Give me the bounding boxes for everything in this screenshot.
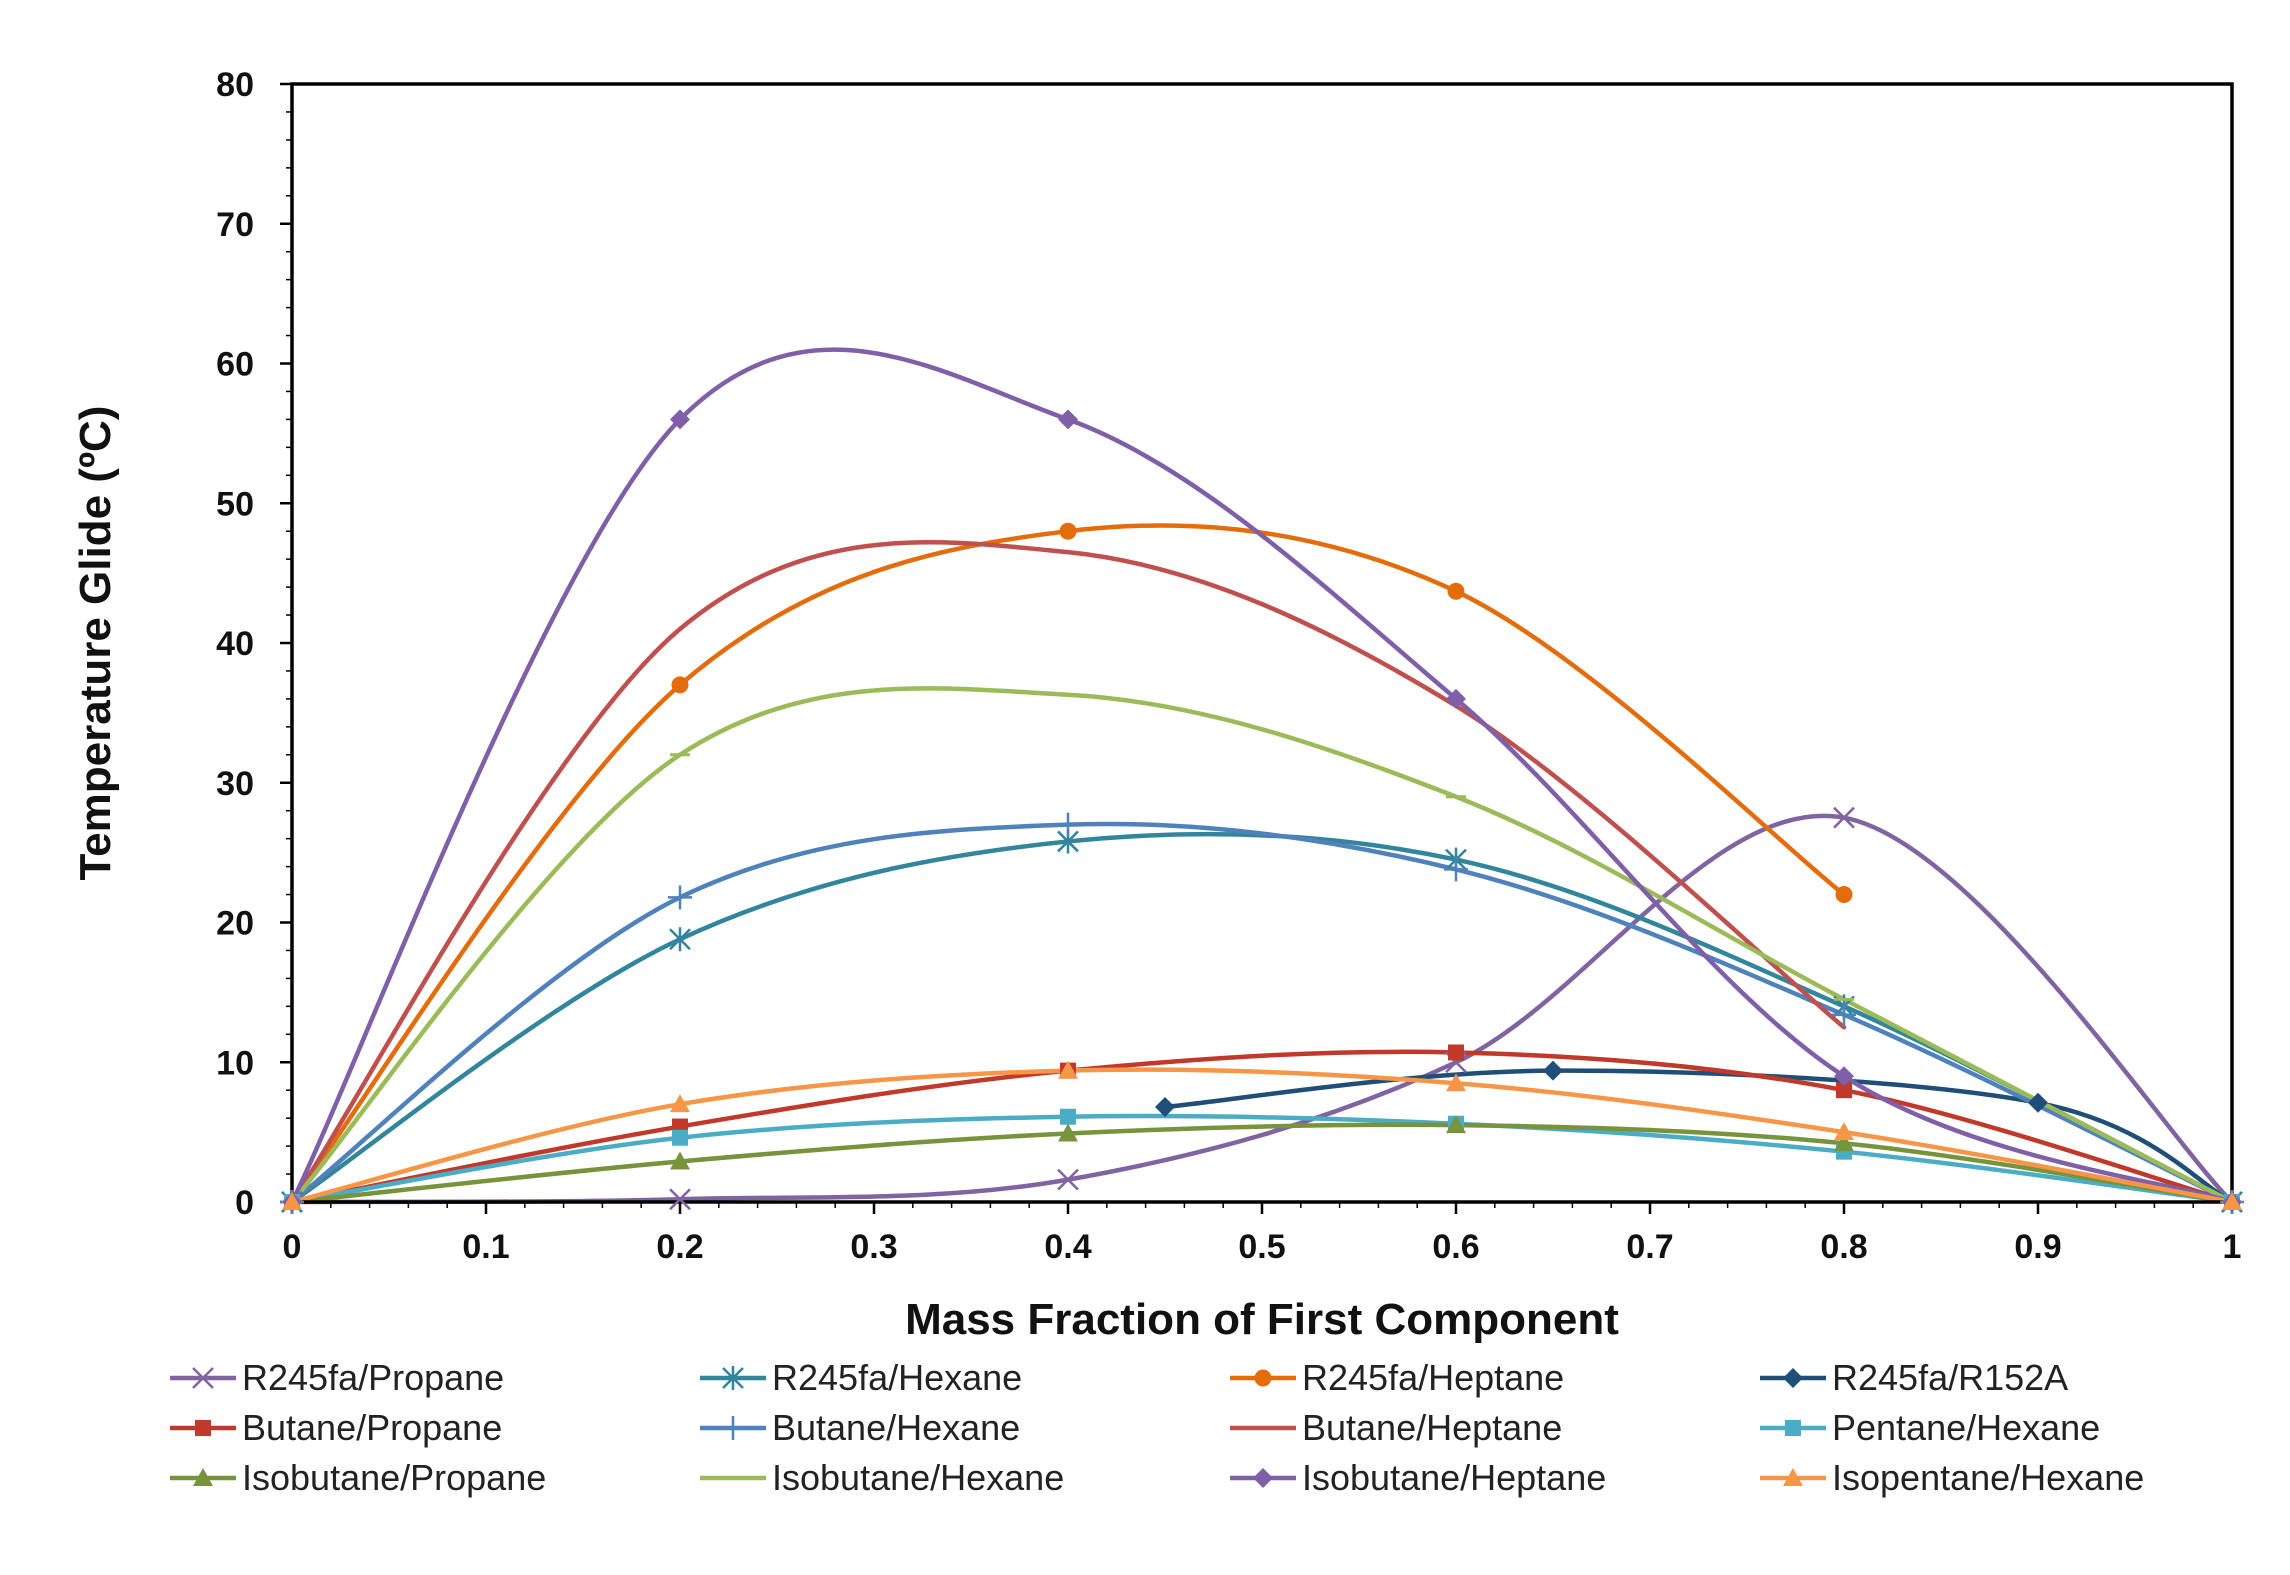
data-point-11	[1058, 1060, 1078, 1079]
data-point-0	[1833, 806, 1855, 829]
legend-swatch-marker	[195, 1420, 211, 1436]
data-point-4	[1836, 1082, 1852, 1099]
x-tick-label: 0.6	[1432, 1228, 1479, 1266]
series-line-9	[289, 686, 2235, 1205]
x-tick-label: 0.8	[1820, 1228, 1867, 1266]
data-point-0	[669, 1188, 691, 1211]
data-point-5	[1444, 857, 1468, 882]
axis-ticks	[280, 82, 2234, 1214]
series-line-8	[289, 1122, 2235, 1205]
legend-item-label: Butane/Heptane	[1302, 1407, 1562, 1448]
series-line-4	[289, 1049, 2235, 1205]
x-tick-label: 0	[283, 1228, 302, 1266]
y-tick-label: 70	[216, 206, 254, 244]
x-tick-label: 0.9	[2014, 1228, 2061, 1266]
y-tick-label: 20	[216, 905, 254, 943]
x-axis-title: Mass Fraction of First Component	[905, 1295, 1619, 1344]
x-tick-label: 0.1	[462, 1228, 509, 1266]
data-point-11	[2222, 1192, 2242, 1210]
data-point-3	[1155, 1096, 1175, 1117]
legend-item-label: R245fa/R152A	[1832, 1357, 2068, 1398]
series-line-10	[289, 347, 2235, 1205]
data-point-1	[669, 927, 691, 952]
legend: R245fa/Propane R245fa/Hexane R245fa/Heptan…	[170, 1357, 2144, 1498]
series-line-7	[289, 1113, 2235, 1205]
data-point-11	[282, 1192, 302, 1210]
y-tick-label: 0	[235, 1184, 254, 1222]
data-point-4	[1448, 1044, 1464, 1061]
data-point-5	[1056, 812, 1080, 837]
data-point-3	[2028, 1092, 2048, 1113]
legend-item-label: Isobutane/Heptane	[1302, 1457, 1606, 1498]
y-tick-label: 40	[216, 625, 254, 663]
x-tick-label: 0.7	[1626, 1228, 1673, 1266]
data-point-10	[1834, 1066, 1854, 1087]
x-tick-label: 0.3	[850, 1228, 897, 1266]
data-point-5	[1832, 1002, 1856, 1027]
data-point-2	[1059, 522, 1077, 540]
legend-item-label: Isopentane/Hexane	[1832, 1457, 2144, 1498]
y-tick-label: 80	[216, 66, 254, 104]
legend-item-label: R245fa/Hexane	[772, 1357, 1022, 1398]
data-point-3	[1543, 1060, 1563, 1081]
legend-swatch-marker	[722, 1366, 744, 1390]
data-point-8	[670, 1151, 690, 1170]
legend-swatch-marker	[193, 1468, 213, 1486]
tick-labels: 0 0.1 0.2 0.3 0.4 0.5 0.6 0.7 0.8 0.9 101020304050…	[216, 66, 2241, 1266]
data-point-0	[1057, 1168, 1079, 1191]
data-point-2	[1447, 582, 1465, 600]
series-line-11	[289, 1067, 2235, 1205]
legend-item-label: Isobutane/Hexane	[772, 1457, 1064, 1498]
y-tick-label: 10	[216, 1044, 254, 1082]
x-tick-label: 0.4	[1044, 1228, 1091, 1266]
markers-layer	[280, 409, 2244, 1214]
legend-swatch-marker	[1783, 1468, 1803, 1486]
series-line-1	[289, 831, 2235, 1205]
data-point-11	[670, 1094, 690, 1113]
legend-item-label: Butane/Hexane	[772, 1407, 1020, 1448]
y-axis-title: Temperature Glide (ºC)	[71, 406, 120, 881]
y-tick-label: 30	[216, 765, 254, 803]
data-point-8	[1446, 1115, 1466, 1134]
data-point-5	[668, 885, 692, 910]
data-point-2	[671, 676, 689, 694]
legend-item-label: R245fa/Heptane	[1302, 1357, 1564, 1398]
y-tick-label: 50	[216, 485, 254, 523]
legend-item-label: Pentane/Hexane	[1832, 1407, 2100, 1448]
data-point-7	[1060, 1108, 1076, 1125]
y-tick-label: 60	[216, 346, 254, 384]
legend-swatch-marker	[721, 1416, 745, 1440]
legend-item-label: R245fa/Propane	[242, 1357, 504, 1398]
data-point-11	[1834, 1122, 1854, 1141]
data-point-8	[1058, 1123, 1078, 1142]
legend-swatch-marker	[1253, 1468, 1273, 1488]
data-point-8	[1834, 1133, 1854, 1152]
series-line-2	[289, 523, 1847, 1205]
data-point-2	[1835, 886, 1853, 904]
data-point-10	[670, 409, 690, 430]
data-point-7	[672, 1129, 688, 1146]
x-tick-label: 1	[2223, 1228, 2242, 1266]
data-point-10	[1058, 409, 1078, 430]
series-line-0	[289, 813, 2235, 1205]
legend-swatch-marker	[1254, 1369, 1272, 1387]
series-line-5	[289, 821, 2235, 1205]
data-point-11	[1446, 1073, 1466, 1092]
legend-item-label: Butane/Propane	[242, 1407, 502, 1448]
legend-swatch-marker	[1783, 1368, 1803, 1388]
series-line-6	[289, 540, 1847, 1205]
x-tick-label: 0.5	[1238, 1228, 1285, 1266]
data-point-10	[1446, 688, 1466, 709]
x-tick-label: 0.2	[656, 1228, 703, 1266]
legend-swatch-marker	[1785, 1420, 1801, 1436]
series-layer	[289, 347, 2235, 1205]
legend-item-label: Isobutane/Propane	[242, 1457, 546, 1498]
legend-swatch-marker	[192, 1367, 214, 1389]
